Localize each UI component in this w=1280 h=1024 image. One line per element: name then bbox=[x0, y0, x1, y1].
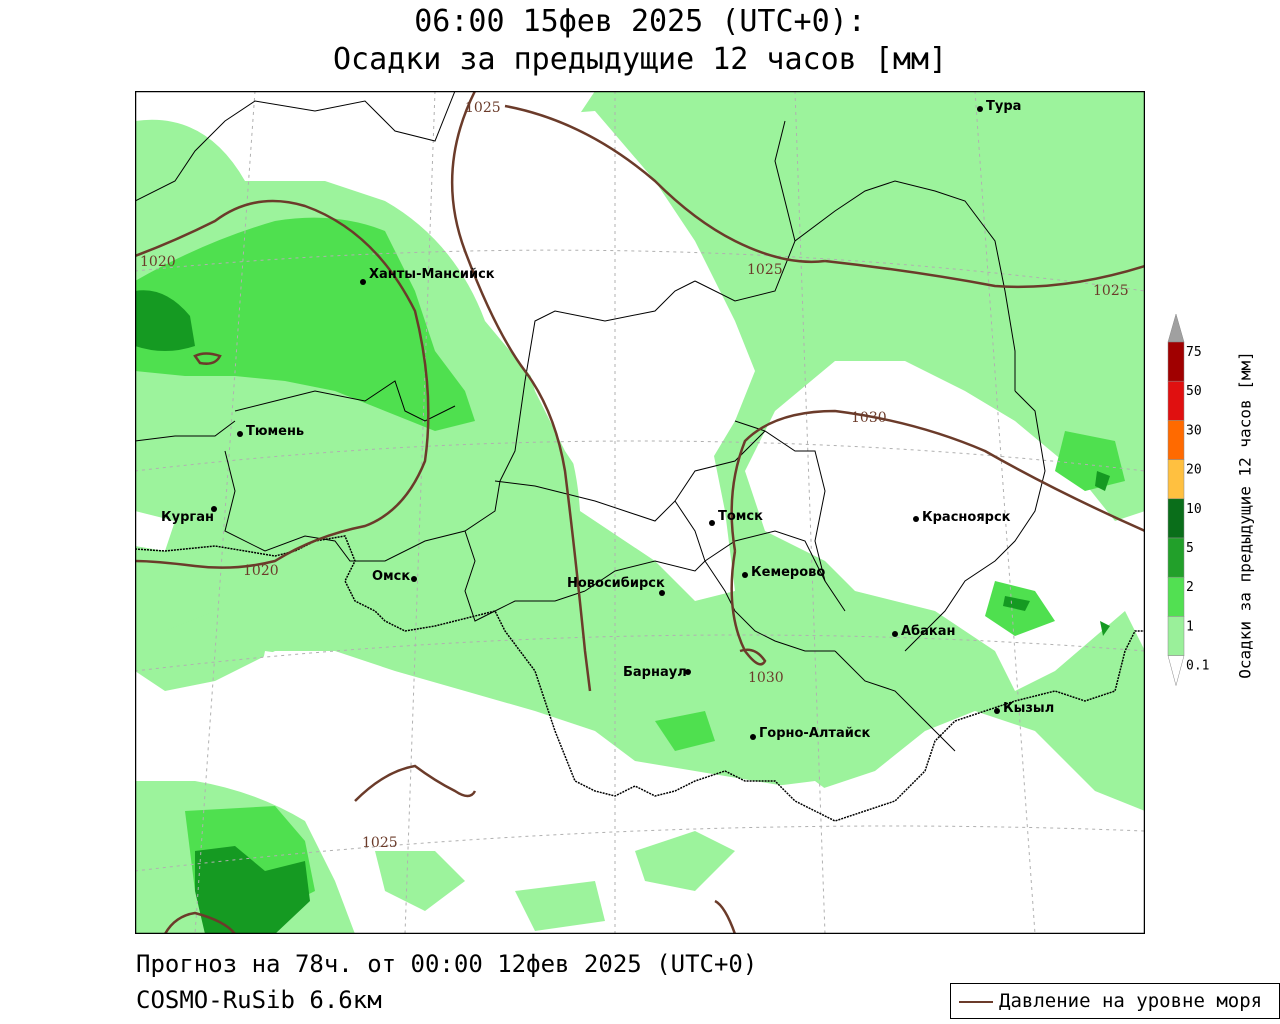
colorbar-swatch bbox=[1167, 420, 1185, 460]
isobar-label: 1025 bbox=[1093, 283, 1129, 299]
isobar-label: 1030 bbox=[748, 670, 784, 686]
city-label-khanty-mansiysk: Ханты-Мансийск bbox=[369, 267, 495, 282]
isobar-label: 1020 bbox=[243, 563, 279, 579]
city-label-kurgan: Курган bbox=[161, 510, 214, 525]
colorbar-swatch bbox=[1167, 459, 1185, 500]
city-label-tura: Тура bbox=[986, 99, 1021, 114]
precip-dark-area bbox=[135, 290, 1110, 934]
colorbar-swatches bbox=[1167, 313, 1185, 687]
colorbar-swatch bbox=[1167, 537, 1185, 578]
colorbar-swatch bbox=[1167, 576, 1185, 617]
city-label-omsk: Омск bbox=[372, 569, 410, 584]
colorbar-tick-label: 30 bbox=[1186, 423, 1202, 438]
pressure-legend: Давление на уровне моря bbox=[950, 983, 1280, 1019]
city-label-abakan: Абакан bbox=[901, 624, 956, 639]
colorbar-swatch bbox=[1167, 341, 1185, 382]
precip-white-gaps bbox=[135, 111, 965, 851]
pressure-legend-line bbox=[959, 1001, 993, 1003]
colorbar-swatch bbox=[1167, 380, 1185, 421]
isobar-label: 1025 bbox=[362, 835, 398, 851]
city-markers bbox=[211, 106, 1000, 740]
city-label-kemerovo: Кемерово bbox=[751, 565, 825, 580]
city-label-tyumen: Тюмень bbox=[246, 424, 304, 439]
map-frame bbox=[135, 91, 1145, 934]
city-labels: Тура Ханты-Мансийск Тюмень Курган Омск Т… bbox=[161, 99, 1054, 741]
city-label-novosibirsk: Новосибирск bbox=[567, 576, 665, 591]
colorbar-tick-label: 1 bbox=[1186, 619, 1194, 634]
city-label-krasnoyarsk: Красноярск bbox=[922, 510, 1011, 525]
colorbar-tick-label: 0.1 bbox=[1186, 659, 1209, 674]
colorbar-title: Осадки за предыдущие 12 часов [мм] bbox=[1235, 351, 1255, 679]
colorbar-swatch bbox=[1167, 616, 1185, 656]
precipitation-map: Тура Ханты-Мансийск Тюмень Курган Омск Т… bbox=[135, 91, 1145, 934]
isobar-labels: 1025 1020 1025 1025 1030 1020 1030 1025 bbox=[140, 100, 1129, 851]
colorbar-tick-label: 20 bbox=[1186, 463, 1202, 478]
colorbar-tick-label: 75 bbox=[1186, 345, 1202, 360]
colorbar-tick-label: 10 bbox=[1186, 502, 1202, 517]
model-info: COSMO-RuSib 6.6км bbox=[136, 986, 382, 1014]
isobar-label: 1025 bbox=[747, 262, 783, 278]
map-title: 06:00 15фев 2025 (UTC+0): bbox=[414, 4, 866, 39]
country-border bbox=[135, 535, 1145, 822]
map-subtitle: Осадки за предыдущие 12 часов [мм] bbox=[332, 42, 948, 77]
pressure-legend-label: Давление на уровне моря bbox=[999, 990, 1263, 1012]
isobar-label: 1020 bbox=[140, 254, 176, 270]
precipitation-colorbar: 75 50 30 20 10 5 2 1 0.1 bbox=[1167, 313, 1209, 687]
colorbar-swatch bbox=[1167, 498, 1185, 539]
city-label-tomsk: Томск bbox=[718, 509, 763, 524]
city-label-gorno-altaysk: Горно-Алтайск bbox=[759, 726, 871, 741]
colorbar-tick-label: 2 bbox=[1186, 580, 1194, 595]
colorbar-tick-label: 50 bbox=[1186, 384, 1202, 399]
city-label-kyzyl: Кызыл bbox=[1003, 701, 1054, 716]
isobars bbox=[135, 91, 1145, 934]
region-borders bbox=[135, 91, 1046, 752]
isobar-label: 1030 bbox=[851, 410, 887, 426]
grid-lines bbox=[135, 91, 1145, 934]
isobar-label: 1025 bbox=[465, 100, 501, 116]
colorbar-swatch bbox=[1167, 313, 1185, 343]
colorbar-tick-label: 5 bbox=[1186, 541, 1194, 556]
city-label-barnaul: Барнаул bbox=[623, 665, 687, 680]
colorbar-swatch bbox=[1167, 655, 1185, 687]
forecast-info: Прогноз на 78ч. от 00:00 12фев 2025 (UTC… bbox=[136, 950, 758, 978]
colorbar-ticks: 75 50 30 20 10 5 2 1 0.1 bbox=[1186, 345, 1209, 674]
